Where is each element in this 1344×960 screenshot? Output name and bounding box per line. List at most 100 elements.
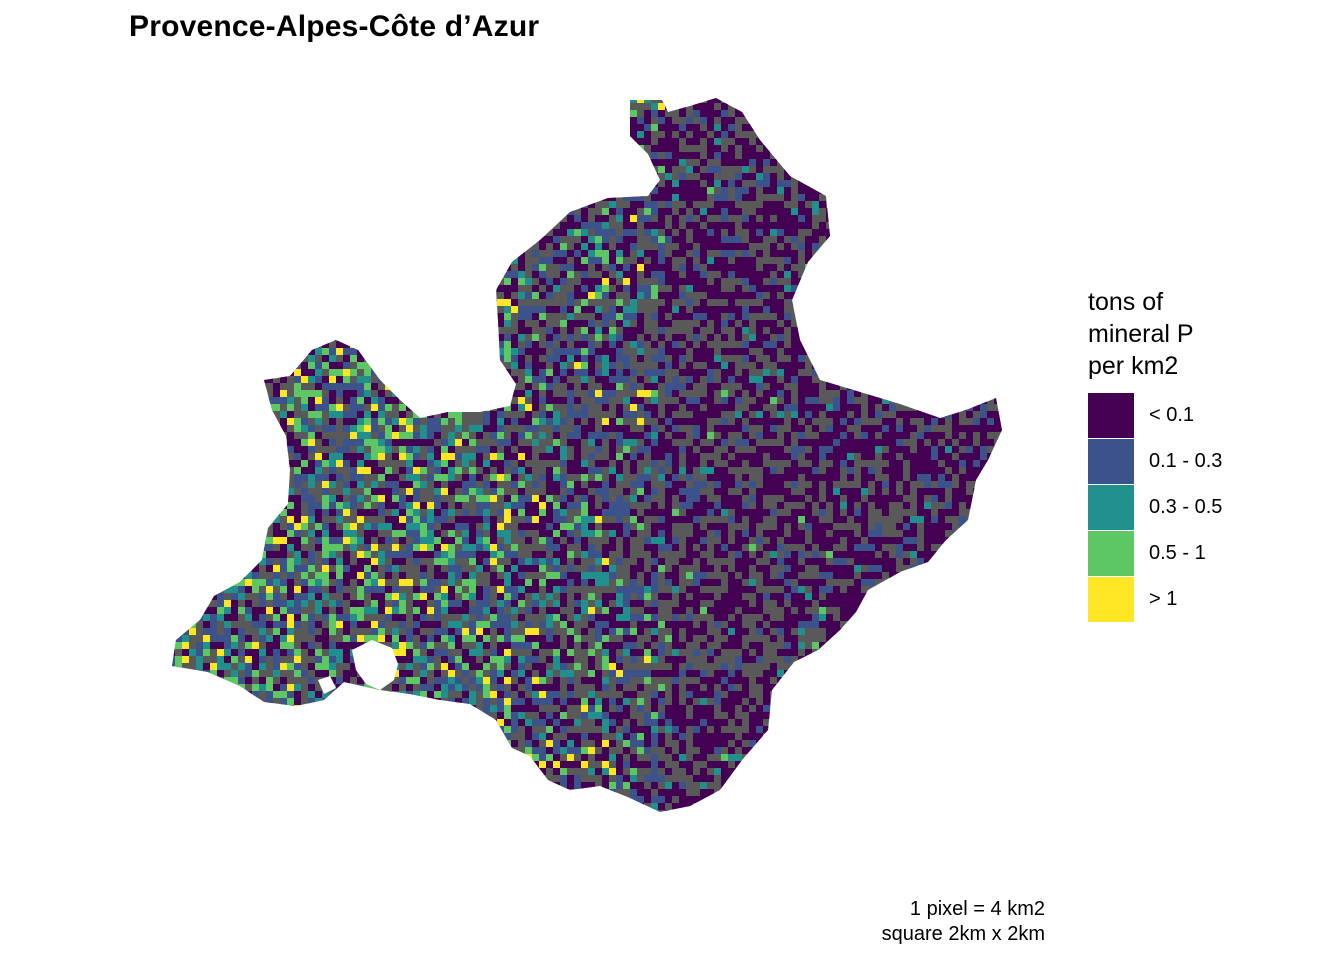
map-pixel [238,264,245,271]
map-pixel [455,467,462,474]
map-pixel [392,292,399,299]
map-pixel [714,257,721,264]
map-pixel [357,117,364,124]
map-pixel [567,138,574,145]
map-pixel [287,355,294,362]
map-pixel [847,320,854,327]
map-pixel [882,481,889,488]
map-pixel [518,138,525,145]
map-pixel [266,453,273,460]
map-pixel [672,313,679,320]
map-pixel [770,446,777,453]
map-pixel [700,432,707,439]
map-pixel [637,145,644,152]
map-pixel [336,215,343,222]
map-pixel [728,292,735,299]
map-pixel [273,117,280,124]
map-pixel [602,495,609,502]
map-pixel [763,418,770,425]
map-pixel [350,495,357,502]
map-pixel [777,481,784,488]
map-pixel [308,180,315,187]
map-pixel [623,502,630,509]
map-pixel [693,411,700,418]
map-pixel [378,243,385,250]
map-pixel [588,418,595,425]
map-pixel [588,236,595,243]
map-pixel [616,110,623,117]
map-pixel [434,250,441,257]
map-pixel [371,278,378,285]
map-pixel [847,397,854,404]
map-pixel [357,159,364,166]
map-pixel [266,481,273,488]
map-pixel [448,229,455,236]
map-pixel [420,152,427,159]
map-pixel [273,467,280,474]
map-pixel [616,159,623,166]
map-pixel [868,341,875,348]
map-pixel [245,285,252,292]
map-pixel [553,369,560,376]
map-pixel [399,348,406,355]
map-pixel [413,432,420,439]
map-pixel [602,313,609,320]
map-pixel [308,432,315,439]
map-pixel [434,201,441,208]
map-pixel [172,460,175,467]
map-pixel [966,495,973,502]
map-pixel [840,348,847,355]
map-pixel [959,257,966,264]
map-pixel [196,425,203,432]
map-pixel [497,411,504,418]
map-pixel [938,418,945,425]
map-pixel [651,271,658,278]
map-pixel [217,103,224,110]
map-pixel [469,453,476,460]
map-pixel [385,516,392,523]
map-pixel [791,110,798,117]
map-pixel [686,369,693,376]
map-pixel [721,334,728,341]
map-pixel [413,481,420,488]
map-pixel [399,495,406,502]
map-pixel [735,236,742,243]
map-pixel [392,390,399,397]
map-pixel [931,453,938,460]
map-pixel [861,187,868,194]
map-pixel [630,215,637,222]
map-pixel [357,404,364,411]
map-pixel [980,152,987,159]
map-pixel [399,250,406,257]
map-pixel [994,481,1001,488]
map-pixel [553,474,560,481]
map-pixel [749,292,756,299]
map-pixel [679,516,686,523]
map-pixel [406,215,413,222]
map-pixel [392,250,399,257]
map-pixel [294,299,301,306]
map-pixel [413,390,420,397]
map-pixel [868,236,875,243]
map-pixel [917,285,924,292]
map-pixel [399,467,406,474]
map-pixel [728,362,735,369]
map-pixel [266,467,273,474]
map-pixel [448,453,455,460]
map-pixel [483,355,490,362]
map-pixel [434,516,441,523]
map-pixel [616,313,623,320]
map-pixel [182,369,189,376]
map-pixel [770,98,777,103]
map-pixel [525,502,532,509]
map-pixel [868,404,875,411]
map-pixel [203,98,210,103]
map-pixel [280,271,287,278]
map-pixel [805,383,812,390]
map-pixel [623,194,630,201]
map-pixel [462,145,469,152]
map-pixel [539,110,546,117]
map-pixel [245,110,252,117]
map-pixel [812,404,819,411]
map-pixel [875,236,882,243]
